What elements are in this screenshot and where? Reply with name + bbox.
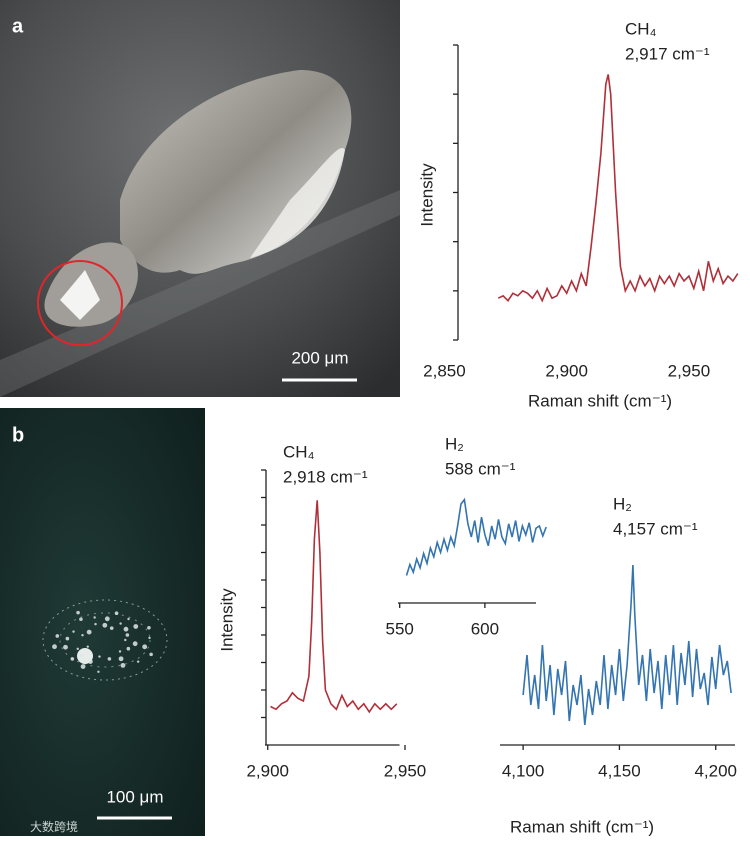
x-tick-label: 2,900 <box>545 361 588 380</box>
inclusion <box>148 636 151 640</box>
inclusion <box>81 634 84 637</box>
x-tick-label: 2,950 <box>668 361 711 380</box>
inclusion <box>72 630 75 633</box>
spectrum-line <box>270 500 398 714</box>
inclusion <box>93 616 96 619</box>
annotation: 2,917 cm⁻¹ <box>625 44 710 63</box>
inclusion <box>120 662 126 668</box>
inclusion <box>127 617 130 621</box>
spectrum-line <box>405 497 547 576</box>
inclusion <box>119 622 122 625</box>
inclusion <box>79 617 83 622</box>
inclusion <box>86 629 92 635</box>
inclusion <box>80 653 84 658</box>
x-tick-label: 2,850 <box>423 361 466 380</box>
x-tick-label: 4,100 <box>502 761 545 780</box>
inclusion <box>87 659 93 664</box>
x-tick-label: 2,950 <box>384 761 427 780</box>
inclusion <box>109 626 114 630</box>
inclusion <box>52 644 57 650</box>
x-tick-label: 600 <box>471 619 499 638</box>
inclusion <box>63 644 68 650</box>
inclusion <box>118 650 122 653</box>
spectrum-line <box>522 564 732 726</box>
inclusion <box>98 655 101 658</box>
inclusion <box>142 644 148 650</box>
scale-bar-label: 200 μm <box>291 348 348 367</box>
x-tick-label: 550 <box>386 619 414 638</box>
inclusion <box>133 624 139 629</box>
photo-a: 200 μm a <box>0 0 400 397</box>
inclusion <box>102 622 108 628</box>
inclusion <box>80 664 86 669</box>
annotation: 4,157 cm⁻¹ <box>613 519 698 538</box>
y-axis-label: Intensity <box>217 588 236 652</box>
x-axis-label: Raman shift (cm⁻¹) <box>528 391 672 410</box>
inclusion <box>55 634 60 638</box>
annotation: CH₄ <box>625 19 657 38</box>
inclusion <box>70 657 75 661</box>
annotation: 2,918 cm⁻¹ <box>283 467 368 486</box>
spectrum-line <box>497 74 739 303</box>
inclusion <box>118 656 124 662</box>
panel-label: b <box>12 424 24 446</box>
annotation: H₂ <box>613 494 632 513</box>
x-tick-label: 4,200 <box>694 761 737 780</box>
annotation: H₂ <box>445 434 464 453</box>
y-axis-label: Intensity <box>417 163 436 227</box>
inclusion <box>86 645 89 648</box>
inclusion <box>76 610 80 615</box>
inclusion <box>124 638 127 642</box>
inclusion <box>147 625 151 630</box>
inclusion <box>149 652 153 657</box>
panel-label: a <box>12 15 24 37</box>
x-axis-label: Raman shift (cm⁻¹) <box>510 817 654 836</box>
photo-b: 100 μm b 大数跨境 <box>0 408 205 836</box>
inclusion <box>104 616 110 622</box>
watermark: 大数跨境 <box>30 819 78 834</box>
inclusion <box>76 647 79 651</box>
inclusion <box>132 641 138 647</box>
inclusion <box>94 622 97 626</box>
annotation: CH₄ <box>283 442 315 461</box>
inclusion <box>123 626 129 632</box>
inclusion <box>126 646 131 651</box>
inclusion <box>125 633 130 637</box>
inclusion <box>97 670 100 673</box>
x-tick-label: 4,150 <box>598 761 641 780</box>
inclusion <box>107 657 112 661</box>
inclusion <box>114 611 119 616</box>
annotation: 588 cm⁻¹ <box>445 459 516 478</box>
scale-bar-label: 100 μm <box>106 787 163 806</box>
x-tick-label: 2,900 <box>246 761 289 780</box>
inclusion <box>65 636 70 641</box>
inclusion <box>136 660 140 663</box>
